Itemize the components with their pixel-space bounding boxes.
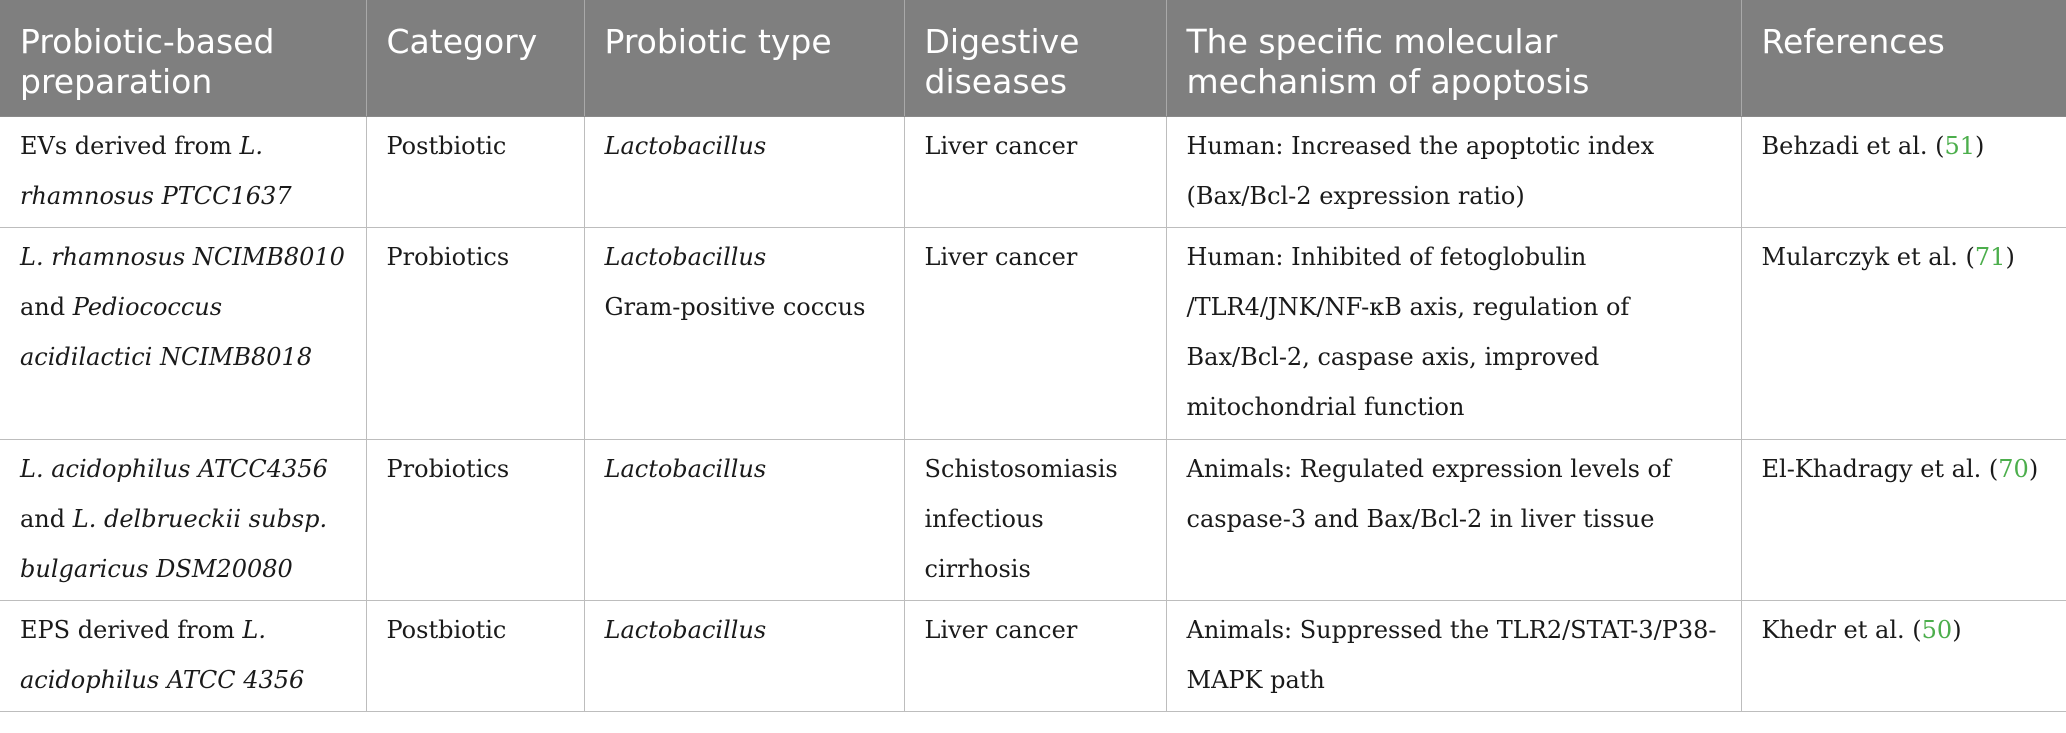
reference-link[interactable]: 51: [1944, 132, 1976, 160]
header-preparation: Probiotic-based preparation: [0, 0, 367, 117]
cell-category: Postbiotic: [366, 116, 585, 228]
prep-text: and: [20, 293, 73, 321]
probiotic-type: Lactobacillus: [604, 132, 767, 160]
header-row: Probiotic-based preparation Category Pro…: [0, 0, 2066, 117]
prep-strain: L. rhamnosus PTCC1637: [20, 132, 292, 210]
prep-text: EVs derived from: [20, 132, 240, 160]
reference-author: El-Khadragy et al. (: [1761, 455, 1999, 483]
header-category: Category: [366, 0, 585, 117]
header-probiotic-type: Probiotic type: [584, 0, 905, 117]
cell-mechanism: Animals: Suppressed the TLR2/STAT-3/P38-…: [1166, 600, 1742, 712]
header-references: References: [1741, 0, 2066, 117]
table-row: L. acidophilus ATCC4356 and L. delbrueck…: [0, 439, 2066, 601]
reference-link[interactable]: 50: [1921, 616, 1953, 644]
cell-mechanism: Animals: Regulated expression levels of …: [1166, 439, 1742, 601]
cell-probiotic-type: Lactobacillus: [584, 600, 905, 712]
reference-close: ): [2005, 243, 2015, 271]
cell-disease: Liver cancer: [904, 227, 1167, 440]
cell-preparation: EVs derived from L. rhamnosus PTCC1637: [0, 116, 367, 228]
cell-category: Probiotics: [366, 227, 585, 440]
cell-preparation: L. acidophilus ATCC4356 and L. delbrueck…: [0, 439, 367, 601]
reference-close: ): [2028, 455, 2039, 483]
prep-strain: L. delbrueckii subsp. bulgaricus DSM2008…: [20, 505, 328, 583]
cell-category: Postbiotic: [366, 600, 585, 712]
cell-disease: Liver cancer: [904, 600, 1167, 712]
reference-close: ): [1952, 616, 1962, 644]
cell-reference: El-Khadragy et al. (70): [1741, 439, 2066, 601]
table-header: Probiotic-based preparation Category Pro…: [0, 0, 2066, 117]
probiotic-type: Lactobacillus: [604, 243, 767, 271]
cell-probiotic-type: Lactobacillus: [584, 116, 905, 228]
prep-strain: L. acidophilus ATCC4356: [20, 455, 328, 483]
reference-link[interactable]: 70: [1998, 455, 2029, 483]
reference-author: Behzadi et al. (: [1761, 132, 1945, 160]
table-row: EPS derived from L. acidophilus ATCC 435…: [0, 600, 2066, 712]
cell-mechanism: Human: Increased the apoptotic index (Ba…: [1166, 116, 1742, 228]
prep-strain: Pediococcus acidilactici NCIMB8018: [20, 293, 313, 371]
cell-reference: Behzadi et al. (51): [1741, 116, 2066, 228]
cell-disease: Schistosomiasis infectious cirrhosis: [904, 439, 1167, 601]
table-container: Probiotic-based preparation Category Pro…: [0, 0, 2066, 712]
prep-text: and: [20, 505, 73, 533]
reference-link[interactable]: 71: [1974, 243, 2006, 271]
cell-probiotic-type: Lactobacillus: [584, 439, 905, 601]
cell-probiotic-type: Lactobacillus Gram-positive coccus: [584, 227, 905, 440]
probiotic-type: Lactobacillus: [604, 455, 767, 483]
table-body: EVs derived from L. rhamnosus PTCC1637 P…: [0, 116, 2066, 712]
header-mechanism: The specific molecular mechanism of apop…: [1166, 0, 1742, 117]
cell-category: Probiotics: [366, 439, 585, 601]
reference-author: Mularczyk et al. (: [1761, 243, 1975, 271]
probiotic-type: Lactobacillus: [604, 616, 767, 644]
table-row: EVs derived from L. rhamnosus PTCC1637 P…: [0, 116, 2066, 228]
cell-mechanism: Human: Inhibited of fetoglobulin /TLR4/J…: [1166, 227, 1742, 440]
header-digestive-diseases: Digestive diseases: [904, 0, 1167, 117]
cell-reference: Khedr et al. (50): [1741, 600, 2066, 712]
cell-preparation: L. rhamnosus NCIMB8010 and Pediococcus a…: [0, 227, 367, 440]
cell-disease: Liver cancer: [904, 116, 1167, 228]
cell-reference: Mularczyk et al. (71): [1741, 227, 2066, 440]
table-row: L. rhamnosus NCIMB8010 and Pediococcus a…: [0, 227, 2066, 440]
reference-close: ): [1975, 132, 1985, 160]
prep-strain: L. rhamnosus NCIMB8010: [20, 243, 345, 271]
reference-author: Khedr et al. (: [1761, 616, 1922, 644]
probiotic-type: Gram-positive coccus: [604, 293, 866, 321]
cell-preparation: EPS derived from L. acidophilus ATCC 435…: [0, 600, 367, 712]
probiotics-apoptosis-table: Probiotic-based preparation Category Pro…: [0, 0, 2066, 712]
prep-strain: L. acidophilus ATCC 4356: [20, 616, 305, 694]
prep-text: EPS derived from: [20, 616, 243, 644]
